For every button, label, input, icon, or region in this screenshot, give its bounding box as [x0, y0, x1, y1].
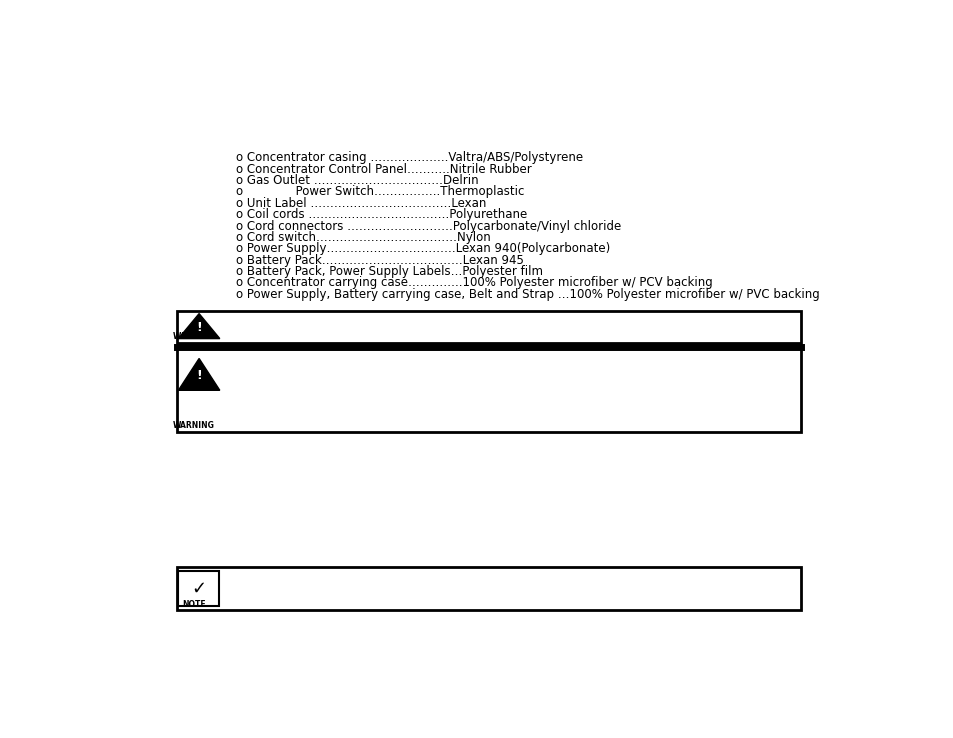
Text: o Concentrator Control Panel………..Nitrile Rubber: o Concentrator Control Panel………..Nitrile…	[235, 163, 531, 176]
Text: o Power Supply……………………………Lexan 940(Polycarbonate): o Power Supply……………………………Lexan 940(Polyc…	[235, 242, 610, 255]
Text: WARNING: WARNING	[172, 421, 214, 430]
Bar	[176, 311, 801, 342]
Text: o Concentrator casing ………………..Valtra/ABS/Polystyrene: o Concentrator casing ………………..Valtra/ABS…	[235, 151, 582, 165]
Text: o Cord connectors ………………………Polycarbonate/Vinyl chloride: o Cord connectors ………………………Polycarbonate…	[235, 220, 620, 232]
Text: !: !	[196, 369, 202, 382]
Polygon shape	[178, 314, 219, 339]
Text: o Cord switch………………………………Nylon: o Cord switch………………………………Nylon	[235, 231, 490, 244]
Text: o Battery Pack………………………………Lexan 945: o Battery Pack………………………………Lexan 945	[235, 254, 523, 266]
Bar	[176, 567, 801, 610]
Text: WARNING: WARNING	[172, 332, 214, 341]
Text: o Coil cords ………………………………Polyurethane: o Coil cords ………………………………Polyurethane	[235, 208, 527, 221]
Text: o Gas Outlet ……………………………Delrin: o Gas Outlet ……………………………Delrin	[235, 174, 478, 187]
Text: ✓: ✓	[191, 579, 206, 598]
Text: NOTE: NOTE	[182, 600, 206, 609]
Text: o Battery Pack, Power Supply Labels…Polyester film: o Battery Pack, Power Supply Labels…Poly…	[235, 265, 542, 278]
Text: o              Power Switch……………..Thermoplastic: o Power Switch……………..Thermoplastic	[235, 185, 524, 199]
Text: !: !	[196, 320, 202, 334]
Text: o Unit Label ………………………………Lexan: o Unit Label ………………………………Lexan	[235, 197, 486, 210]
Bar	[177, 571, 219, 606]
Text: o Power Supply, Battery carrying case, Belt and Strap …100% Polyester microfiber: o Power Supply, Battery carrying case, B…	[235, 288, 819, 301]
Polygon shape	[178, 359, 219, 390]
Bar	[176, 347, 801, 432]
Text: o Concentrator carrying case…………..100% Polyester microfiber w/ PCV backing: o Concentrator carrying case…………..100% P…	[235, 277, 712, 289]
